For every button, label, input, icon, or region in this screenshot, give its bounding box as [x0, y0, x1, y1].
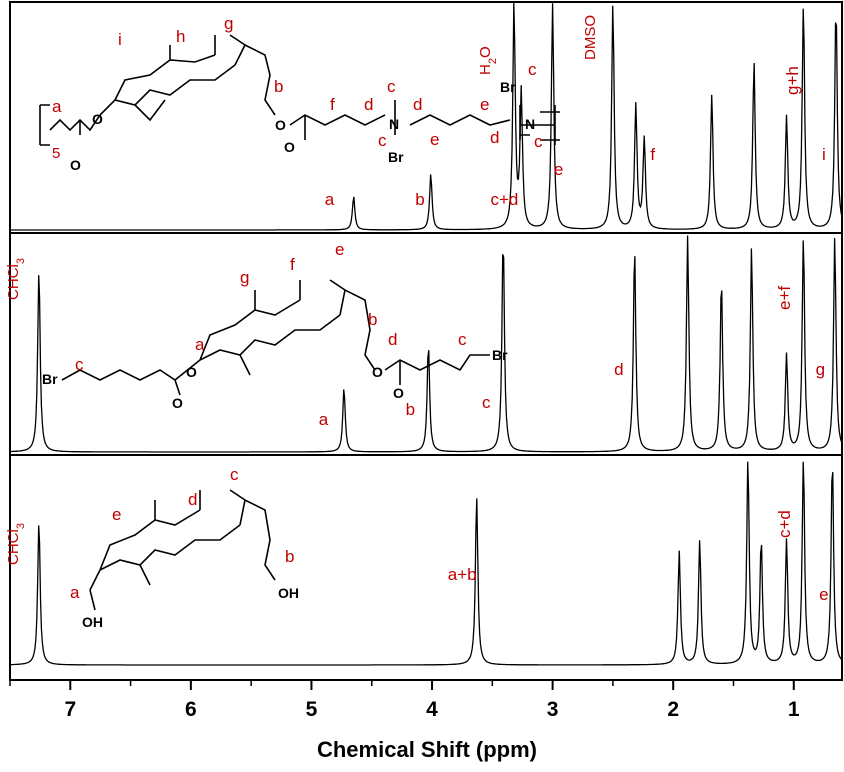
top-struct-letter: c — [387, 77, 396, 96]
top-struct-letter: c — [378, 131, 387, 150]
bottom-struct-letter: b — [285, 547, 294, 566]
middle-struct-atom: Br — [492, 347, 508, 363]
middle-struct-atom: O — [393, 385, 404, 401]
bottom-struct-atom: OH — [82, 614, 103, 630]
x-tick-label: 4 — [426, 698, 438, 721]
top-struct-atom: O — [92, 111, 103, 127]
middle-struct-letter: f — [290, 255, 295, 274]
middle-struct-letter: e — [335, 240, 344, 259]
middle-struct-letter: d — [388, 330, 397, 349]
top-struct-letter: e — [480, 95, 489, 114]
top-struct-letter: h — [176, 27, 185, 46]
peak-label-bottom: a+b — [448, 565, 477, 584]
top-struct-atom: Br — [388, 149, 404, 165]
peak-label-top: i — [822, 145, 826, 164]
top-struct-letter: d — [413, 95, 422, 114]
top-struct-letter: c — [528, 60, 537, 79]
peak-label-top: f — [650, 145, 655, 164]
top-struct-letter: c — [534, 132, 543, 151]
peak-labels-group: a b c+d e f i a b c d g a+b e — [319, 145, 829, 604]
top-struct-letter: b — [274, 77, 283, 96]
middle-struct-letter: c — [458, 330, 467, 349]
peak-label-middle: a — [319, 410, 329, 429]
plot-frame — [9, 1, 843, 681]
x-tick-label: 6 — [185, 698, 197, 721]
middle-struct-letter: g — [240, 268, 249, 287]
spectrum-trace-middle — [10, 235, 843, 453]
x-tick-label: 5 — [306, 698, 318, 721]
peak-label-top: e — [554, 160, 563, 179]
top-struct-atom: O — [275, 117, 286, 133]
top-struct-letter: d — [490, 128, 499, 147]
middle-struct-atom: O — [186, 364, 197, 380]
structure-middle: c a g f e b d c Br O O O O Br — [42, 240, 508, 411]
top-formula-label: H2O — [477, 46, 499, 75]
x-tick-label: 3 — [547, 698, 559, 721]
top-struct-letter: 5 — [52, 145, 60, 162]
middle-formula-label: CHCl3 — [5, 258, 27, 300]
bottom-formula-label: CHCl3 — [5, 523, 27, 565]
peak-label-top: b — [415, 190, 424, 209]
peak-label-middle: g — [816, 360, 825, 379]
peak-label-middle: c — [482, 393, 491, 412]
middle-vertical-label-ef: e+f — [775, 286, 794, 310]
peak-label-top: a — [325, 190, 335, 209]
spectra-group — [10, 2, 843, 666]
x-tick-label: 1 — [788, 698, 800, 721]
top-struct-letter: f — [330, 95, 335, 114]
spectrum-trace-top — [10, 2, 843, 231]
top-struct-atom: Br — [500, 79, 516, 95]
x-axis-ticks: 7 6 5 4 3 2 1 — [9, 680, 800, 721]
middle-struct-atom: O — [372, 364, 383, 380]
spectrum-trace-bottom — [10, 461, 843, 666]
middle-struct-letter: c — [75, 355, 84, 374]
bottom-vertical-label-cd: c+d — [775, 510, 794, 538]
middle-struct-atom: O — [172, 395, 183, 411]
bottom-struct-letter: c — [230, 465, 239, 484]
top-struct-atom: O — [70, 157, 81, 173]
top-struct-letter: i — [118, 30, 122, 49]
structure-top: a i h g b f d c c d e e d c c 5 O O O O … — [39, 14, 560, 173]
top-struct-letter: g — [224, 14, 233, 33]
x-tick-label: 7 — [64, 698, 76, 721]
middle-struct-atom: Br — [42, 371, 58, 387]
peak-label-top: c+d — [490, 190, 518, 209]
bottom-struct-atom: OH — [278, 585, 299, 601]
top-vertical-label-dmso: DMSO — [582, 15, 599, 60]
structure-bottom: e d c a b OH OH — [70, 465, 299, 630]
top-struct-atom: O — [284, 139, 295, 155]
middle-struct-letter: a — [195, 335, 205, 354]
peak-label-middle: d — [614, 360, 623, 379]
top-struct-letter: d — [364, 95, 373, 114]
peak-label-bottom: e — [819, 585, 828, 604]
peak-label-middle: b — [406, 400, 415, 419]
bottom-struct-letter: a — [70, 583, 80, 602]
top-vertical-label-gh: g+h — [783, 66, 802, 95]
top-struct-letter: e — [430, 130, 439, 149]
top-struct-atom: N — [389, 116, 399, 132]
x-axis-title: Chemical Shift (ppm) — [317, 737, 537, 762]
middle-struct-letter: b — [368, 310, 377, 329]
top-struct-letter: a — [52, 97, 62, 116]
top-struct-atom: N — [525, 116, 535, 132]
bottom-struct-letter: d — [188, 490, 197, 509]
x-tick-label: 2 — [667, 698, 679, 721]
bottom-struct-letter: e — [112, 505, 121, 524]
